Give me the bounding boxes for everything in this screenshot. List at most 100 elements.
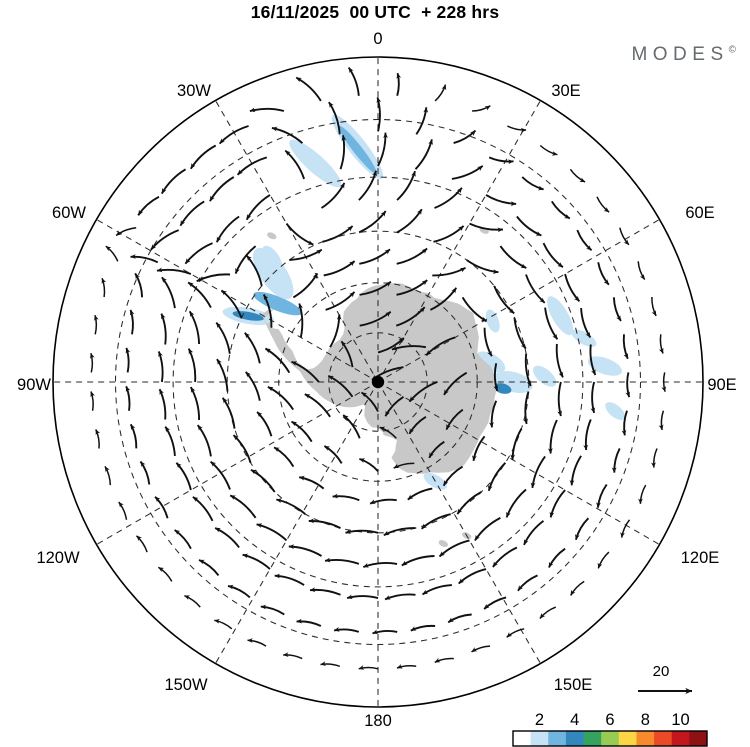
longitude-label-60w: 60W [52,204,86,222]
wind-vector [359,281,392,296]
wind-vector [249,107,285,113]
modes-logo: MODES© [631,44,736,66]
shaded-patch-indian-f [476,351,506,373]
wind-vector [576,229,593,252]
map-boundary-circle [52,56,704,708]
wind-vector [461,296,488,323]
wind-vector [544,307,559,340]
wind-vector [118,501,128,520]
wind-vector [135,535,148,553]
wind-vector [189,386,201,421]
wind-vector [384,395,405,417]
wind-vector [342,414,361,439]
wind-vector [569,168,586,183]
wind-vector [164,426,176,456]
wind-vector [434,84,447,102]
wind-vector [256,523,288,542]
wind-vector [383,527,416,537]
wind-vector [396,663,417,669]
wind-vector [309,587,341,596]
colorbar-label-4: 4 [570,711,579,729]
wind-vector [296,618,322,627]
wind-vector [175,462,192,491]
wind-vector [395,306,426,327]
wind-vector [569,455,582,486]
wind-vector [129,309,135,335]
wind-vector [345,529,379,534]
colorbar-segment-9 [671,731,690,746]
wind-vector [179,200,205,227]
wind-vector [433,225,465,243]
wind-vector [505,488,527,518]
wind-vector [320,661,341,668]
wind-vector [414,139,433,170]
wind-vector [596,196,610,213]
wind-vector [229,494,257,519]
wind-vector [187,281,212,309]
wind-vector [358,210,387,234]
shaded-patch-indian-e-core [493,383,512,394]
shaded-patch-indian-h [485,309,500,333]
wind-vector [525,274,546,304]
reference-vector-legend: 20 [638,663,693,695]
colorbar-segment-10 [689,731,708,746]
wind-vector [214,527,240,549]
longitude-label-150w: 150W [164,676,208,694]
island-2 [438,540,449,548]
colorbar-label-6: 6 [605,711,614,729]
wind-vector [299,475,325,490]
graticule [53,57,703,707]
shaded-patch-indian-a [547,296,574,336]
wind-vector [443,371,468,396]
wind-vectors [89,66,667,670]
wind-vector [637,261,646,281]
longitude-label-90w: 90W [17,376,51,394]
wind-vector [134,272,144,298]
wind-vector [516,215,542,237]
wind-vector [369,498,397,505]
wind-vector [384,593,416,601]
shaded-patch-scotia-b [261,245,283,275]
wind-vector [396,247,428,265]
wind-vector [596,483,608,508]
colorbar-segment-4 [583,731,602,746]
wind-vector [523,520,545,546]
colorbar-segment-5 [601,731,620,746]
longitude-label-0: 0 [373,30,382,48]
wind-vector [658,334,664,354]
wind-vector [125,347,131,373]
wind-vector [408,415,427,435]
wind-vector [284,149,305,180]
wind-vector [323,260,356,277]
wind-vector [161,276,176,309]
wind-vector [555,343,564,378]
wind-vector [198,559,220,576]
wind-vector [372,629,398,635]
wind-vector [651,296,657,317]
colorbar-label-2: 2 [535,711,544,729]
wind-vector [583,419,592,451]
wind-vector [125,385,131,411]
wind-vector [264,347,291,374]
wind-vector [456,491,482,515]
wind-vector [324,557,360,565]
wind-vector [611,447,621,473]
longitude-label-30w: 30W [177,82,211,100]
wind-vector [396,72,402,97]
wind-vector [358,170,378,201]
wind-vector [308,518,341,529]
wind-vector [445,408,464,430]
wind-vector [542,242,564,268]
wind-vector [130,254,159,264]
wind-vector [174,529,192,550]
wind-vector [276,498,306,515]
wind-vector [101,277,107,298]
wind-vector [139,460,151,485]
colorbar-segment-1 [530,731,549,746]
island-0 [267,232,277,240]
wind-vector [160,168,187,195]
wind-vector [521,176,544,191]
wind-vector [442,465,464,487]
colorbar-segment-8 [654,731,673,746]
wind-vector [260,604,285,616]
